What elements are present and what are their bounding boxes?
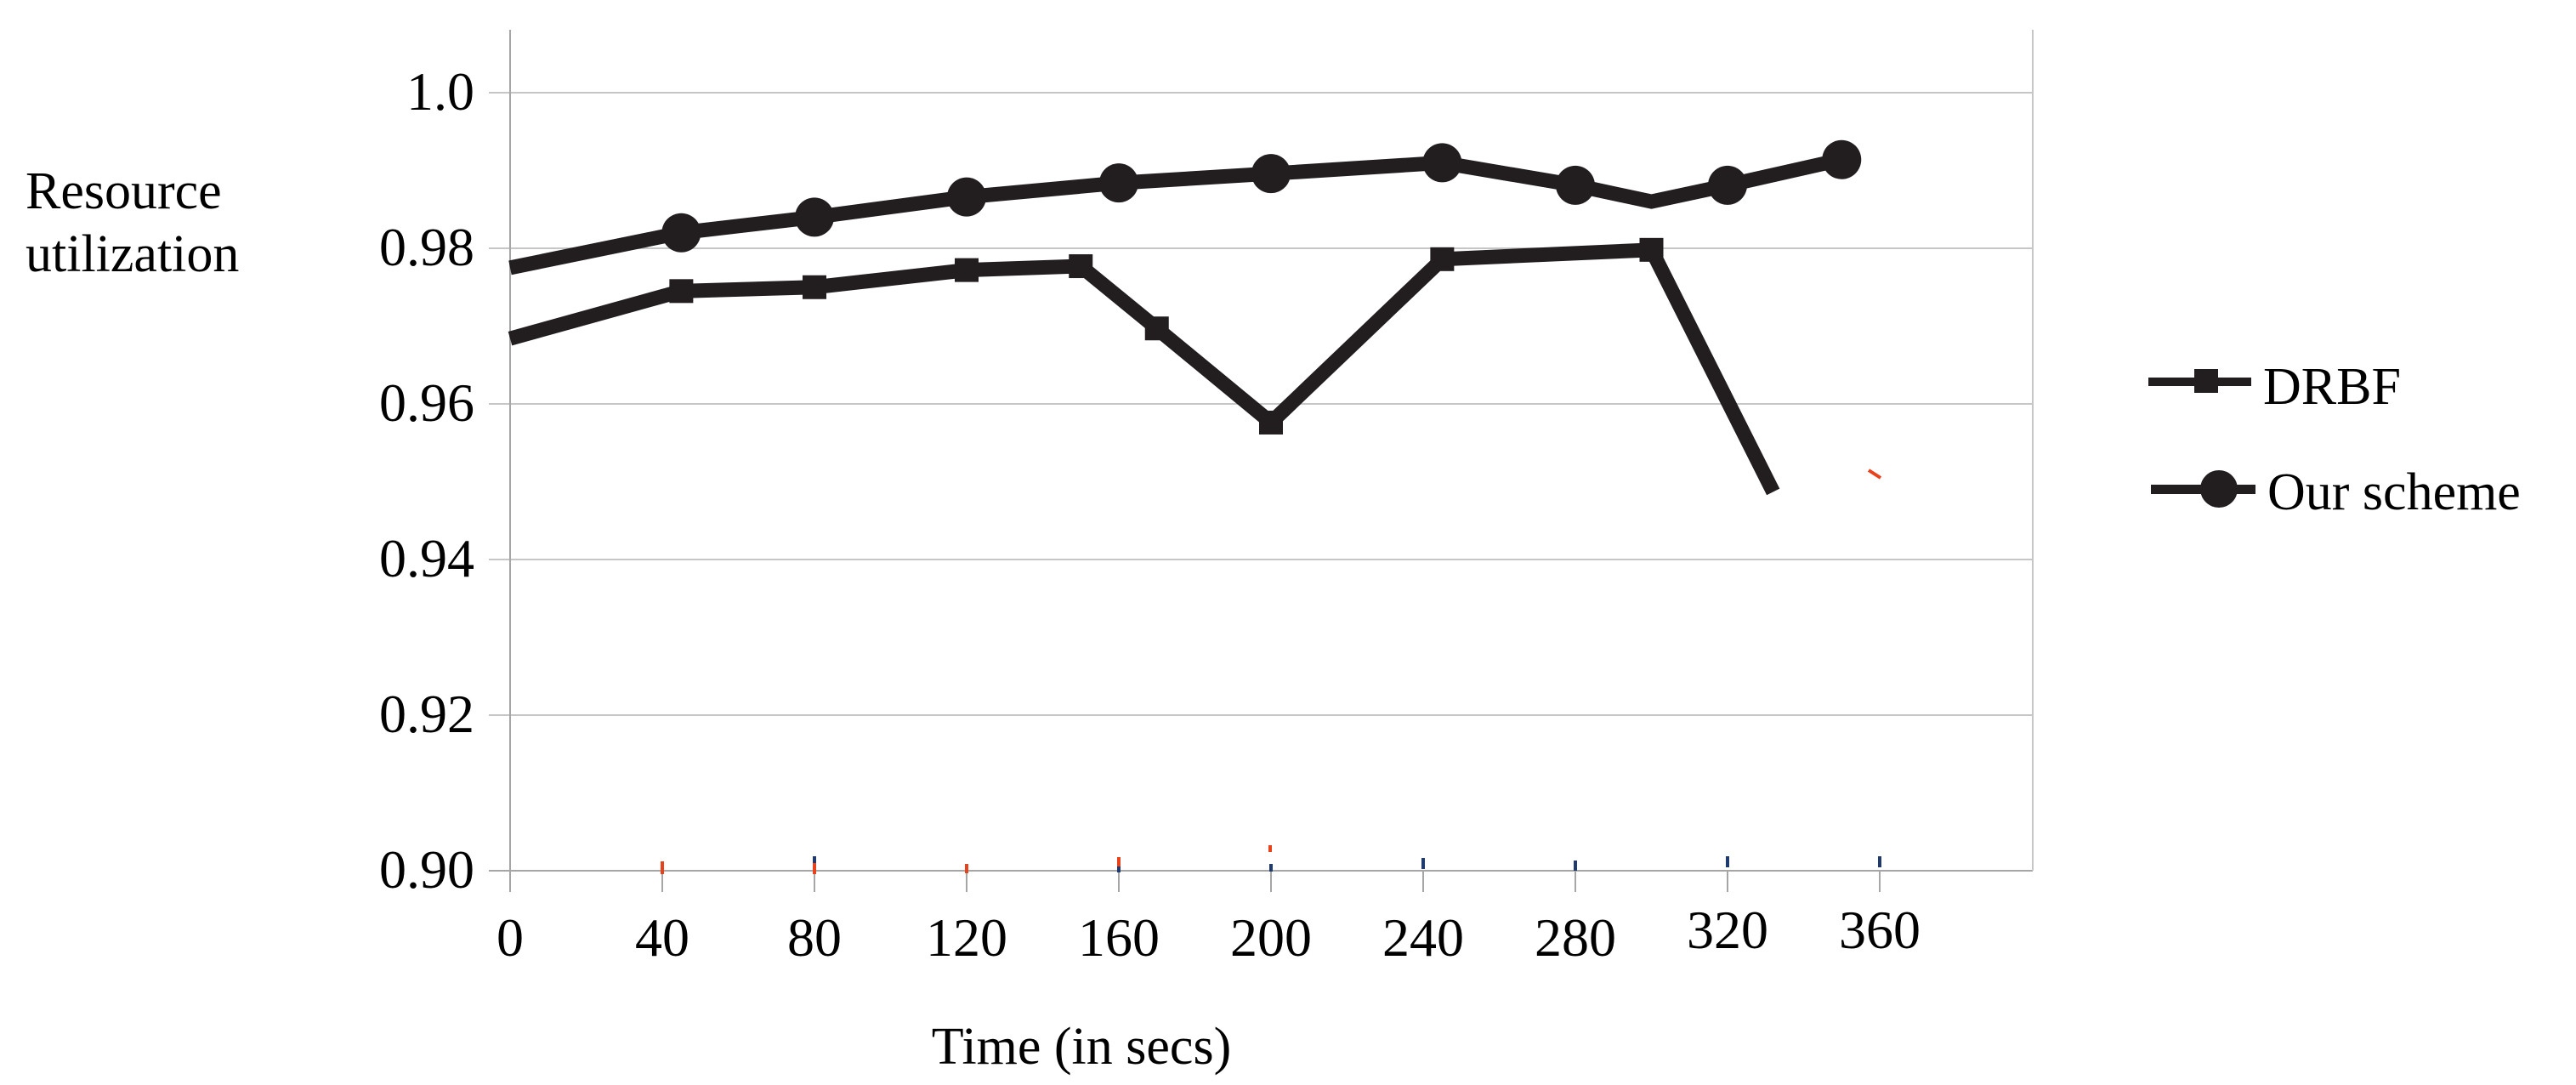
drbf-square-marker [669, 279, 694, 304]
x-tick-label: 320 [1687, 900, 1768, 960]
drbf-line [508, 242, 1780, 496]
x-axis-title: Time (in secs) [931, 1018, 1232, 1076]
stray-red-mark [1867, 469, 1882, 480]
our-scheme-legend-line [2151, 470, 2255, 508]
our-scheme-circle-marker [661, 213, 701, 253]
drbf-square-marker [1259, 410, 1283, 435]
our-scheme-circle-marker [1422, 143, 1462, 183]
drbf-square-marker [1069, 254, 1093, 279]
circle-marker-icon [2200, 470, 2238, 508]
y-tick-label: 0.94 [379, 528, 474, 588]
our-scheme-circle-marker [947, 177, 986, 217]
drbf-square-marker [955, 258, 979, 282]
drbf-square-marker [1639, 237, 1664, 262]
drbf-square-marker [1430, 247, 1455, 271]
x-tick-label: 160 [1078, 907, 1160, 968]
x-tick-label: 240 [1382, 907, 1464, 968]
square-marker-icon [2194, 369, 2218, 393]
x-tick-label: 200 [1230, 907, 1312, 968]
our-scheme-circle-marker [795, 197, 834, 237]
y-tick-label: 0.90 [379, 839, 474, 900]
our-scheme-circle-marker [1822, 139, 1862, 179]
y-tick-label: 0.96 [379, 372, 474, 433]
our-scheme-circle-marker [1251, 154, 1291, 194]
our-scheme-circle-marker [1708, 165, 1747, 205]
drbf-legend-line [2148, 369, 2251, 393]
x-tick-label: 80 [787, 907, 842, 968]
legend-label-drbf: DRBF [2263, 358, 2401, 416]
legend-label-our-scheme: Our scheme [2267, 463, 2521, 521]
y-tick-label: 0.98 [379, 217, 474, 277]
drbf-square-marker [803, 275, 826, 299]
x-tick-label: 0 [496, 907, 524, 968]
our-scheme-circle-marker [1099, 163, 1138, 203]
y-tick-label: 0.92 [379, 684, 474, 744]
x-tick-label: 280 [1535, 907, 1616, 968]
our-scheme-circle-marker [1556, 165, 1595, 205]
y-axis-title: Resource utilization [26, 162, 240, 283]
x-tick-label: 40 [635, 907, 689, 968]
drbf-square-marker [1144, 316, 1169, 341]
y-tick-label: 1.0 [406, 61, 474, 122]
x-tick-label: 120 [926, 907, 1007, 968]
x-tick-label: 360 [1839, 900, 1921, 960]
